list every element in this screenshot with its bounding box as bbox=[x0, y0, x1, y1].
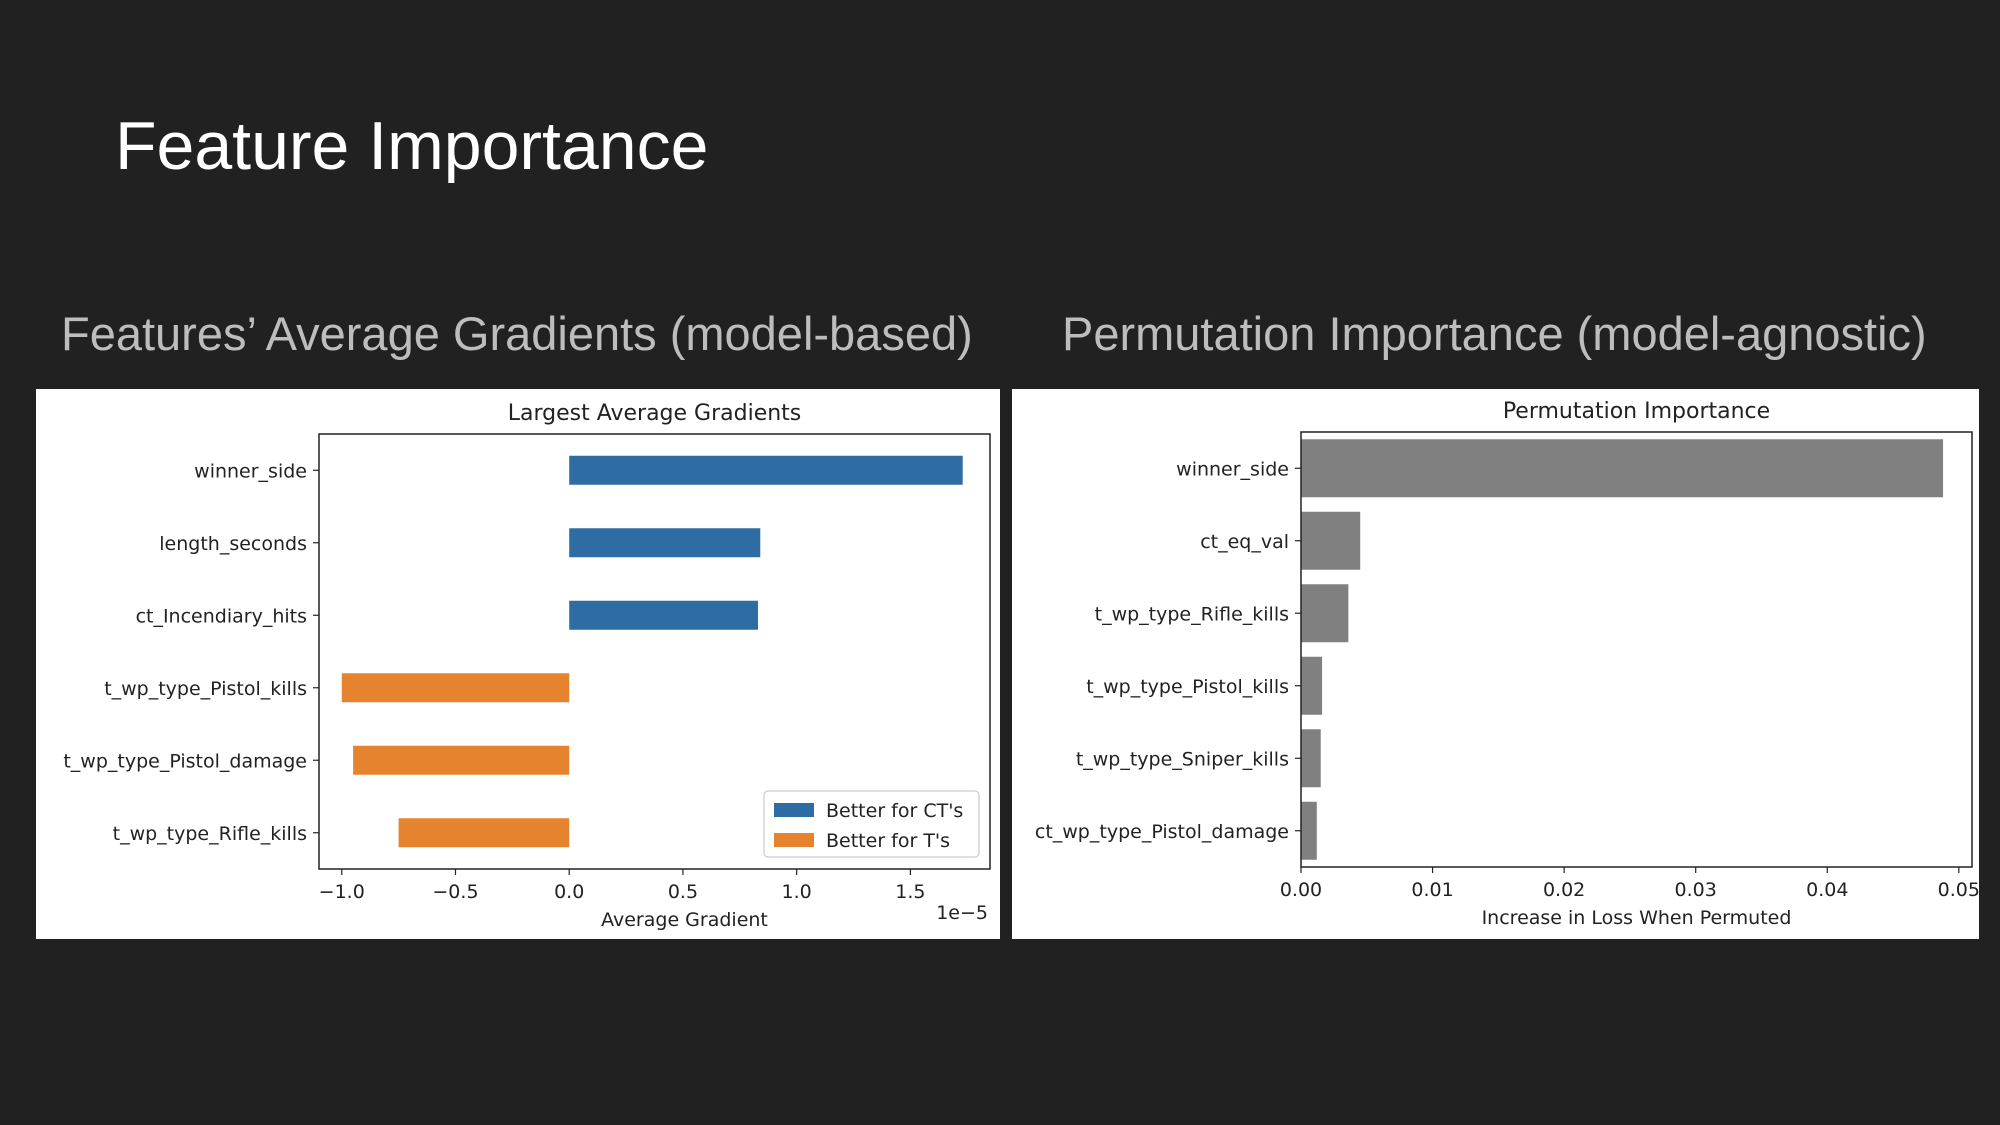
x-tick-label: 0.04 bbox=[1806, 879, 1848, 901]
x-tick-label: 0.5 bbox=[668, 881, 698, 903]
y-tick-label: ct_Incendiary_hits bbox=[136, 605, 307, 627]
bar-length-seconds bbox=[569, 528, 761, 558]
right-chart-subtitle: Permutation Importance (model-agnostic) bbox=[1062, 307, 1927, 360]
x-tick-label: 0.00 bbox=[1280, 879, 1322, 901]
gradients-chart: Largest Average Gradients winner_sideleng… bbox=[63, 401, 991, 931]
x-tick-label: 1.0 bbox=[782, 881, 812, 903]
legend-box bbox=[763, 790, 980, 858]
bar-ct-eq-val bbox=[1301, 511, 1361, 570]
y-tick-label: t_wp_type_Rifle_kills bbox=[113, 823, 307, 845]
bar-t-wp-type-Pistol-damage bbox=[353, 745, 570, 775]
y-tick-label: t_wp_type_Rifle_kills bbox=[1095, 603, 1289, 625]
x-tick-label: 0.03 bbox=[1675, 879, 1717, 901]
legend-label: Better for T's bbox=[826, 830, 950, 852]
y-tick-label: ct_eq_val bbox=[1200, 531, 1289, 553]
plot-frame bbox=[1300, 431, 1973, 868]
y-tick-label: t_wp_type_Pistol_kills bbox=[104, 678, 307, 700]
slide-title: Feature Importance bbox=[115, 108, 709, 184]
y-tick-label: t_wp_type_Pistol_damage bbox=[63, 750, 307, 772]
x-tick-label: 0.05 bbox=[1938, 879, 1979, 901]
bar-ct-wp-type-Pistol-damage bbox=[1301, 801, 1317, 860]
x-axis-label: Increase in Loss When Permuted bbox=[1482, 907, 1792, 929]
x-tick-label: 1.5 bbox=[895, 881, 925, 903]
y-tick-label: winner_side bbox=[1176, 458, 1289, 480]
bar-t-wp-type-Rifle-kills bbox=[398, 818, 570, 848]
x-axis-label: Average Gradient bbox=[601, 909, 768, 931]
x-tick-label: 0.01 bbox=[1411, 879, 1453, 901]
bar-t-wp-type-Pistol-kills bbox=[341, 673, 570, 703]
legend-swatch bbox=[774, 803, 814, 817]
chart-title: Largest Average Gradients bbox=[508, 401, 802, 426]
chart-title: Permutation Importance bbox=[1503, 399, 1770, 424]
y-tick-label: length_seconds bbox=[159, 533, 307, 555]
x-tick-label: −0.5 bbox=[432, 881, 478, 903]
y-tick-label: t_wp_type_Pistol_kills bbox=[1086, 676, 1289, 698]
bar-t-wp-type-Sniper-kills bbox=[1301, 729, 1321, 788]
x-tick-label: 0.02 bbox=[1543, 879, 1585, 901]
bar-ct-Incendiary-hits bbox=[569, 600, 758, 630]
y-tick-label: t_wp_type_Sniper_kills bbox=[1076, 748, 1289, 770]
x-tick-label: 0.0 bbox=[554, 881, 584, 903]
legend-label: Better for CT's bbox=[826, 800, 963, 822]
x-tick-label: −1.0 bbox=[319, 881, 365, 903]
left-chart-subtitle: Features’ Average Gradients (model-based… bbox=[61, 307, 973, 360]
bar-winner-side bbox=[569, 455, 963, 485]
y-tick-label: winner_side bbox=[194, 460, 307, 482]
x-offset-label: 1e−5 bbox=[936, 902, 988, 924]
bar-t-wp-type-Rifle-kills bbox=[1301, 584, 1349, 643]
plot-frame bbox=[318, 433, 991, 870]
legend-swatch bbox=[774, 833, 814, 847]
permutation-chart: Permutation Importance winner_side ct_eq_v… bbox=[1035, 399, 1980, 929]
bar-winner-side bbox=[1301, 439, 1944, 498]
bar-t-wp-type-Pistol-kills bbox=[1301, 656, 1323, 715]
permutation-chart-panel: Permutation Importance winner_side ct_eq_v… bbox=[1012, 389, 1980, 939]
y-tick-label: ct_wp_type_Pistol_damage bbox=[1035, 821, 1289, 843]
